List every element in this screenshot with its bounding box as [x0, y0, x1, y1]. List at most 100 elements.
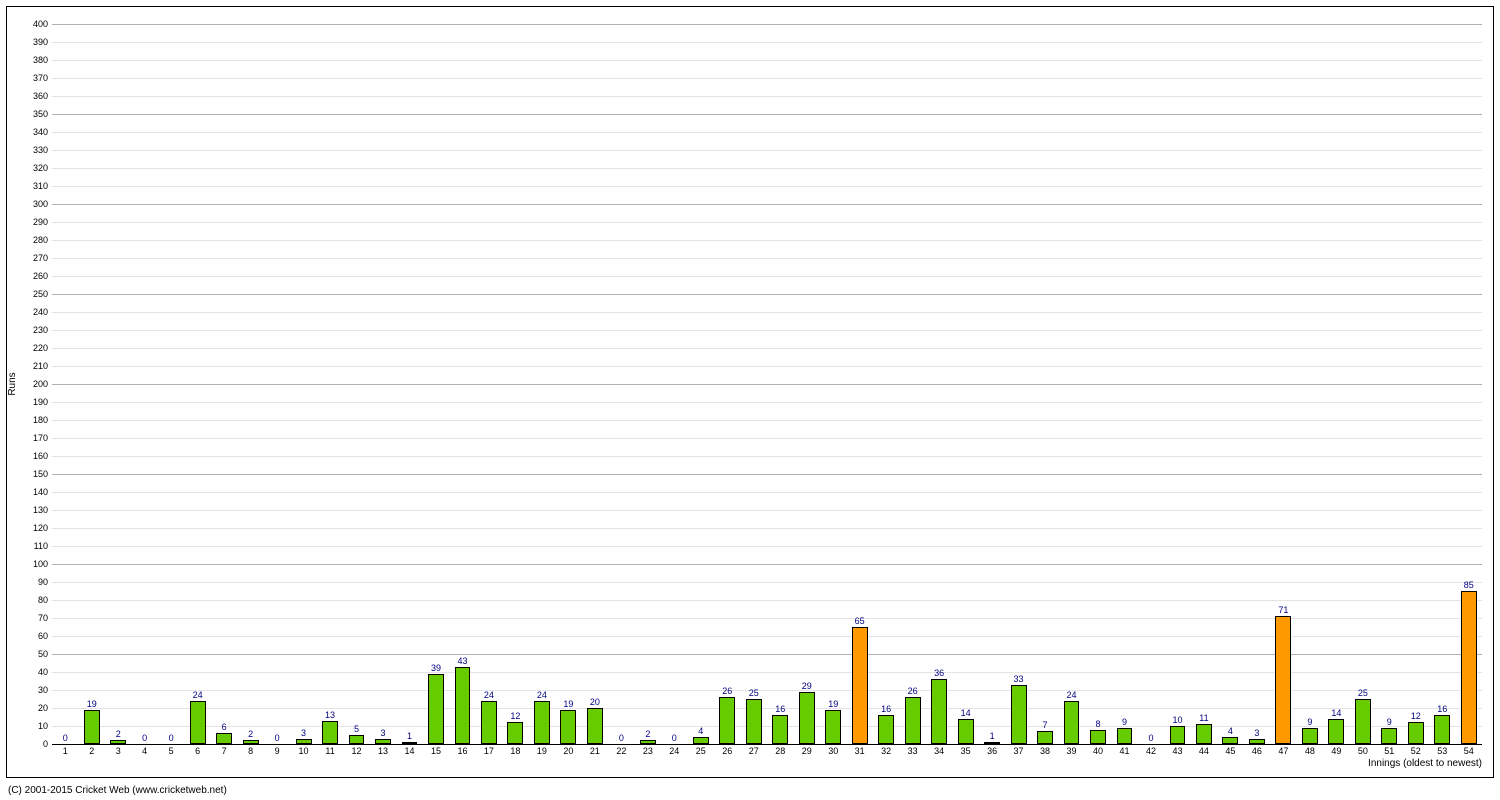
bar-value-label: 2	[116, 729, 121, 739]
y-tick-label: 400	[33, 19, 52, 29]
y-tick-label: 140	[33, 487, 52, 497]
bar-value-label: 12	[1411, 711, 1421, 721]
bar-value-label: 12	[510, 711, 520, 721]
x-tick-label: 49	[1331, 744, 1341, 756]
bar-value-label: 29	[802, 681, 812, 691]
bar-value-label: 25	[749, 688, 759, 698]
bar	[852, 627, 868, 744]
y-tick-label: 50	[38, 649, 52, 659]
bar	[878, 715, 894, 744]
gridline	[52, 150, 1482, 151]
bar-value-label: 24	[537, 690, 547, 700]
gridline	[52, 654, 1482, 655]
bar-value-label: 0	[672, 733, 677, 743]
x-tick-label: 13	[378, 744, 388, 756]
bar-value-label: 26	[908, 686, 918, 696]
x-tick-label: 37	[1014, 744, 1024, 756]
y-tick-label: 40	[38, 667, 52, 677]
gridline	[52, 708, 1482, 709]
gridline	[52, 600, 1482, 601]
bar	[1434, 715, 1450, 744]
y-tick-label: 250	[33, 289, 52, 299]
bar	[1461, 591, 1477, 744]
bar-value-label: 19	[563, 699, 573, 709]
bar	[958, 719, 974, 744]
bar-value-label: 16	[775, 704, 785, 714]
x-tick-label: 10	[299, 744, 309, 756]
y-tick-label: 100	[33, 559, 52, 569]
x-tick-label: 3	[116, 744, 121, 756]
y-tick-label: 90	[38, 577, 52, 587]
gridline	[52, 564, 1482, 565]
x-tick-label: 18	[510, 744, 520, 756]
x-tick-label: 34	[934, 744, 944, 756]
bar-value-label: 20	[590, 697, 600, 707]
x-tick-label: 46	[1252, 744, 1262, 756]
x-tick-label: 44	[1199, 744, 1209, 756]
gridline	[52, 276, 1482, 277]
x-tick-label: 35	[961, 744, 971, 756]
x-tick-label: 25	[696, 744, 706, 756]
x-tick-label: 22	[616, 744, 626, 756]
bar	[1011, 685, 1027, 744]
gridline	[52, 258, 1482, 259]
x-tick-label: 9	[275, 744, 280, 756]
gridline	[52, 96, 1482, 97]
y-tick-label: 330	[33, 145, 52, 155]
bar	[799, 692, 815, 744]
x-tick-label: 2	[89, 744, 94, 756]
bar	[746, 699, 762, 744]
x-tick-label: 12	[352, 744, 362, 756]
bar-value-label: 16	[881, 704, 891, 714]
gridline	[52, 438, 1482, 439]
bar-value-label: 10	[1172, 715, 1182, 725]
bar	[216, 733, 232, 744]
bar-value-label: 25	[1358, 688, 1368, 698]
bar	[1275, 616, 1291, 744]
y-axis-title: Runs	[7, 372, 18, 395]
gridline	[52, 330, 1482, 331]
bar-value-label: 8	[1096, 719, 1101, 729]
y-tick-label: 380	[33, 55, 52, 65]
bar	[534, 701, 550, 744]
x-tick-label: 53	[1437, 744, 1447, 756]
y-tick-label: 350	[33, 109, 52, 119]
x-tick-label: 5	[169, 744, 174, 756]
x-tick-label: 19	[537, 744, 547, 756]
bar	[693, 737, 709, 744]
bar	[455, 667, 471, 744]
x-tick-label: 32	[881, 744, 891, 756]
bar-value-label: 24	[484, 690, 494, 700]
y-tick-label: 210	[33, 361, 52, 371]
bar-value-label: 85	[1464, 580, 1474, 590]
bar	[1196, 724, 1212, 744]
gridline	[52, 582, 1482, 583]
y-tick-label: 160	[33, 451, 52, 461]
y-tick-label: 130	[33, 505, 52, 515]
gridline	[52, 168, 1482, 169]
bar-value-label: 16	[1437, 704, 1447, 714]
x-tick-label: 54	[1464, 744, 1474, 756]
y-tick-label: 120	[33, 523, 52, 533]
x-tick-label: 42	[1146, 744, 1156, 756]
bar	[322, 721, 338, 744]
bar-value-label: 39	[431, 663, 441, 673]
y-tick-label: 220	[33, 343, 52, 353]
gridline	[52, 456, 1482, 457]
x-tick-label: 29	[802, 744, 812, 756]
gridline	[52, 546, 1482, 547]
bar-value-label: 19	[828, 699, 838, 709]
bar-value-label: 4	[1228, 726, 1233, 736]
bar	[1117, 728, 1133, 744]
bar-value-label: 13	[325, 710, 335, 720]
x-tick-label: 36	[987, 744, 997, 756]
bar	[481, 701, 497, 744]
bar	[1064, 701, 1080, 744]
bar-value-label: 1	[990, 731, 995, 741]
bar-value-label: 9	[1387, 717, 1392, 727]
bar-value-label: 65	[855, 616, 865, 626]
x-tick-label: 39	[1067, 744, 1077, 756]
bar	[84, 710, 100, 744]
bar	[1090, 730, 1106, 744]
bar-value-label: 14	[1331, 708, 1341, 718]
